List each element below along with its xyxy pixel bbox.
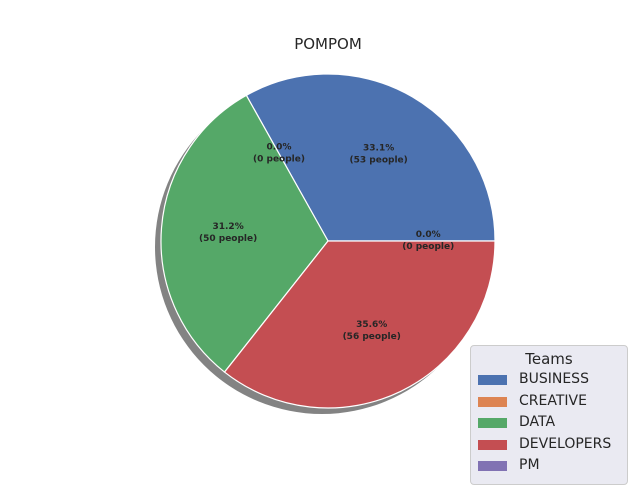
chart-title: POMPOM [294, 35, 362, 53]
legend: Teams BUSINESS CREATIVE DATA DEVELOPERS PM [470, 345, 628, 485]
pie-slice-developers [223, 240, 496, 409]
pie-slice-business [245, 73, 496, 242]
pie-slice-data [160, 94, 329, 373]
legend-swatch-business [478, 375, 507, 385]
legend-item-business: BUSINESS [471, 370, 627, 392]
legend-item-developers: DEVELOPERS [471, 435, 627, 457]
legend-label-pm: PM [519, 457, 540, 473]
legend-label-developers: DEVELOPERS [519, 435, 612, 452]
legend-item-pm: PM [471, 456, 627, 478]
legend-label-creative: CREATIVE [519, 392, 587, 409]
pie-label-business: 33.1% (53 people) [350, 144, 408, 166]
legend-item-creative: CREATIVE [471, 392, 627, 414]
pie-label-data: 31.2% (50 people) [199, 222, 257, 244]
pie-label-creative: 0.0% (0 people) [253, 143, 305, 165]
legend-title: Teams [525, 350, 573, 368]
legend-item-data: DATA [471, 413, 627, 435]
legend-items: BUSINESS CREATIVE DATA DEVELOPERS PM [471, 370, 627, 478]
legend-swatch-pm [478, 461, 507, 471]
pie-slices [160, 73, 496, 409]
legend-swatch-creative [478, 396, 507, 407]
legend-swatch-developers [478, 439, 507, 450]
pie-label-developers: 35.6% (56 people) [343, 320, 401, 342]
pie-labels: 33.1% (53 people) 0.0% (0 people) 31.2% (50 p… [199, 143, 454, 343]
legend-label-data: DATA [519, 414, 556, 430]
pie-label-pm: 0.0% (0 people) [402, 230, 454, 252]
legend-swatch-data [478, 418, 507, 428]
legend-label-business: BUSINESS [519, 371, 589, 387]
